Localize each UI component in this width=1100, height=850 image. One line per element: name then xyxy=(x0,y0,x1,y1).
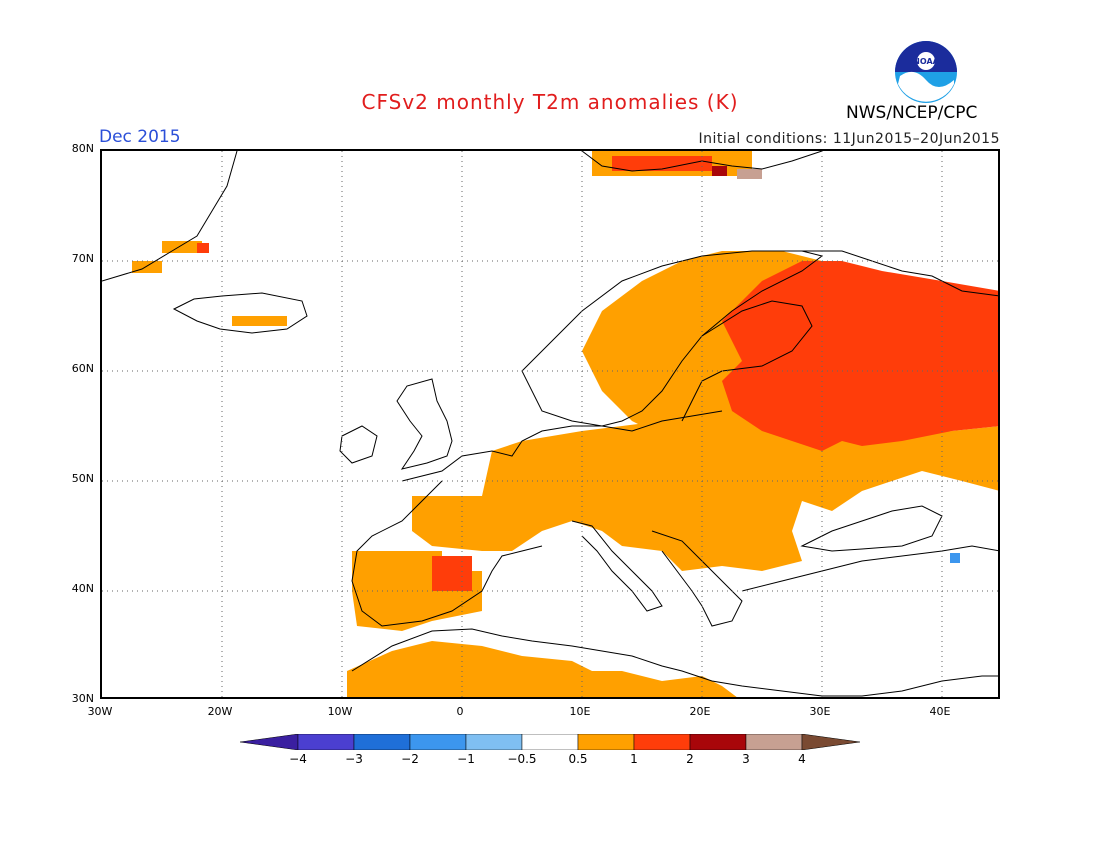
colorbar-bin-1 xyxy=(297,734,355,750)
lon-label-20e: 20E xyxy=(689,705,711,718)
coastlines xyxy=(102,151,998,697)
colorbar-bin-8 xyxy=(689,734,747,750)
initial-conditions: Initial conditions: 11Jun2015–20Jun2015 xyxy=(698,131,1000,147)
anomaly-iceland xyxy=(232,316,287,326)
lon-label-10w: 10W xyxy=(327,705,353,718)
anomaly-svalbard-darkred xyxy=(712,166,727,176)
colorbar-label-2: 2 xyxy=(686,752,694,766)
colorbar-bin-5 xyxy=(521,734,579,750)
map-panel xyxy=(100,149,1000,699)
graticule xyxy=(102,151,998,697)
colorbar-label-1: 1 xyxy=(630,752,638,766)
anomaly-red xyxy=(197,156,998,591)
lon-label-10e: 10E xyxy=(569,705,591,718)
colorbar-arrow-right xyxy=(801,734,860,750)
forecast-month: Dec 2015 xyxy=(99,127,181,147)
colorbar-arrow-left xyxy=(240,734,299,750)
colorbar-label-3: 3 xyxy=(742,752,750,766)
lon-label-0: 0 xyxy=(456,705,464,718)
anomaly-greenland-a xyxy=(132,261,162,273)
anomaly-greenland-b xyxy=(162,241,202,253)
chart-title: CFSv2 monthly T2m anomalies (K) xyxy=(361,90,739,114)
colorbar-label-m05: −0.5 xyxy=(507,752,537,766)
anomaly-central-europe xyxy=(412,421,998,571)
colorbar-bin-7 xyxy=(633,734,691,750)
noaa-logo: NOAA xyxy=(895,41,957,103)
lat-label-80n: 80N xyxy=(71,142,94,155)
anomaly-svalbard-red xyxy=(612,156,712,171)
colorbar-bin-6 xyxy=(577,734,635,750)
colorbar xyxy=(240,734,860,750)
colorbar-bin-9 xyxy=(745,734,803,750)
lat-label-40n: 40N xyxy=(71,582,94,595)
colorbar-label-05: 0.5 xyxy=(568,752,588,766)
anomaly-caucasus-blue xyxy=(950,553,960,563)
lon-label-40e: 40E xyxy=(929,705,951,718)
lat-label-30n: 30N xyxy=(71,692,94,705)
lon-label-20w: 20W xyxy=(207,705,233,718)
colorbar-bin-3 xyxy=(409,734,467,750)
colorbar-label-4: 4 xyxy=(798,752,806,766)
lon-label-30e: 30E xyxy=(809,705,831,718)
lat-label-60n: 60N xyxy=(71,362,94,375)
agency-label: NWS/NCEP/CPC xyxy=(846,103,978,123)
anomaly-north-africa xyxy=(347,641,737,697)
anomaly-russia-red xyxy=(722,261,998,451)
anomaly-map xyxy=(102,151,998,697)
anomaly-greenland-red xyxy=(197,243,209,253)
colorbar-label-m4: −4 xyxy=(289,752,307,766)
anomaly-svalbard-tan xyxy=(737,169,762,179)
lat-label-50n: 50N xyxy=(71,472,94,485)
colorbar-label-m1: −1 xyxy=(457,752,475,766)
colorbar-label-m2: −2 xyxy=(401,752,419,766)
svg-text:NOAA: NOAA xyxy=(913,57,939,66)
lat-label-70n: 70N xyxy=(71,252,94,265)
colorbar-bin-4 xyxy=(465,734,523,750)
lon-label-30w: 30W xyxy=(87,705,113,718)
anomaly-spain-red xyxy=(432,556,472,591)
colorbar-label-m3: −3 xyxy=(345,752,363,766)
colorbar-bin-2 xyxy=(353,734,411,750)
